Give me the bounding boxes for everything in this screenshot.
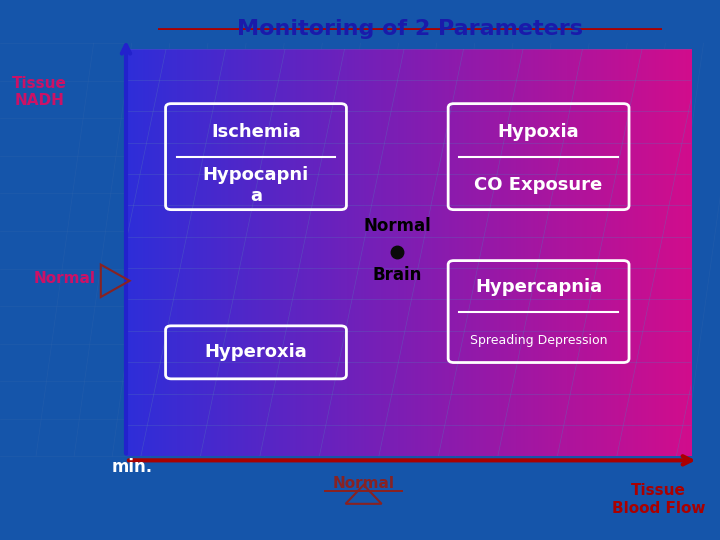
Text: Tissue
NADH: Tissue NADH (12, 76, 67, 108)
Text: Hypercapnia: Hypercapnia (475, 278, 602, 296)
Text: CO Exposure: CO Exposure (474, 176, 603, 194)
Text: Hypocapni
a: Hypocapni a (203, 166, 309, 205)
Text: Hyperoxia: Hyperoxia (204, 343, 307, 361)
Text: Brain: Brain (373, 266, 422, 284)
Text: Hypoxia: Hypoxia (498, 123, 580, 141)
Text: Tissue
Blood Flow: Tissue Blood Flow (612, 483, 706, 516)
Text: Spreading Depression: Spreading Depression (470, 334, 608, 347)
Text: Normal: Normal (364, 217, 431, 235)
Text: Ischemia: Ischemia (211, 123, 301, 141)
Text: Normal: Normal (333, 476, 395, 491)
Text: min.: min. (112, 458, 153, 476)
Text: Normal: Normal (34, 271, 96, 286)
Text: Monitoring of 2 Parameters: Monitoring of 2 Parameters (238, 19, 583, 39)
